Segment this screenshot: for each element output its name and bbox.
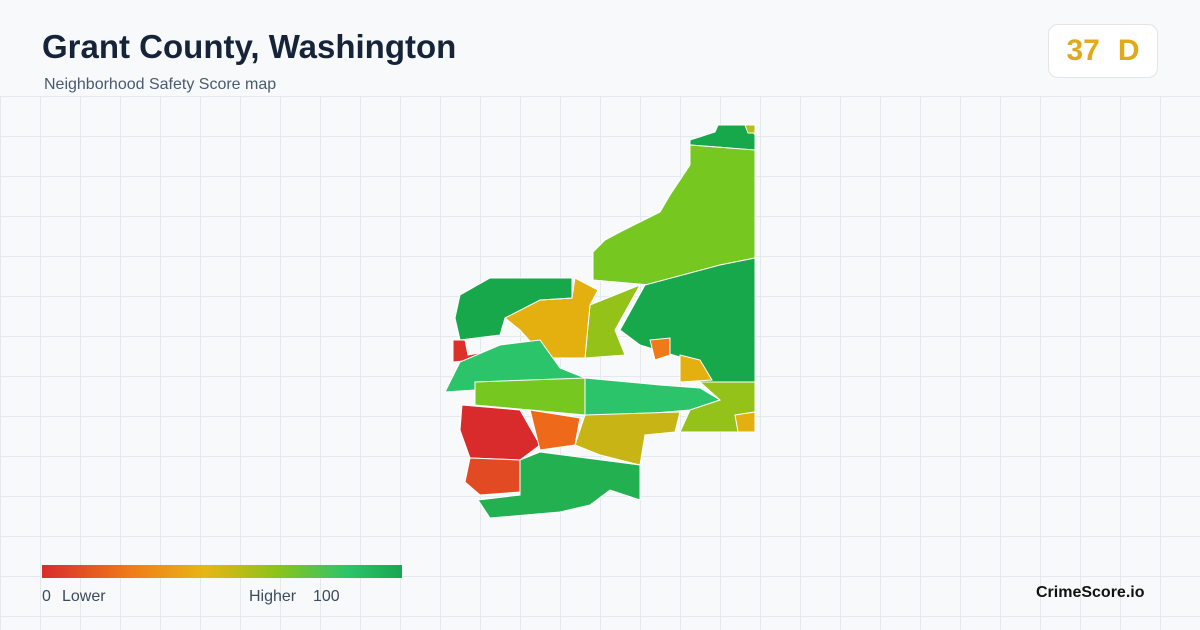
region (734, 411, 756, 433)
region (477, 451, 641, 519)
header: Grant County, Washington Neighborhood Sa… (0, 0, 1200, 96)
region (459, 404, 541, 461)
legend-max: 100 (313, 588, 340, 605)
legend-min-label: Lower (62, 588, 106, 605)
legend-min: 0 (42, 588, 51, 605)
region (649, 337, 671, 361)
region (454, 277, 573, 341)
grade: D (1117, 34, 1140, 67)
brand: CrimeScore.io (1036, 584, 1145, 601)
title: Grant County, Washington (42, 28, 457, 65)
region (574, 411, 681, 466)
region (744, 124, 756, 134)
region (679, 354, 713, 383)
legend-gradient (42, 565, 402, 578)
region (464, 457, 521, 496)
region (474, 377, 586, 416)
legend-max-label: Higher (249, 588, 297, 605)
score: 37 (1066, 34, 1100, 67)
subtitle: Neighborhood Safety Score map (44, 76, 277, 93)
score-badge: 37 D (1048, 24, 1158, 78)
